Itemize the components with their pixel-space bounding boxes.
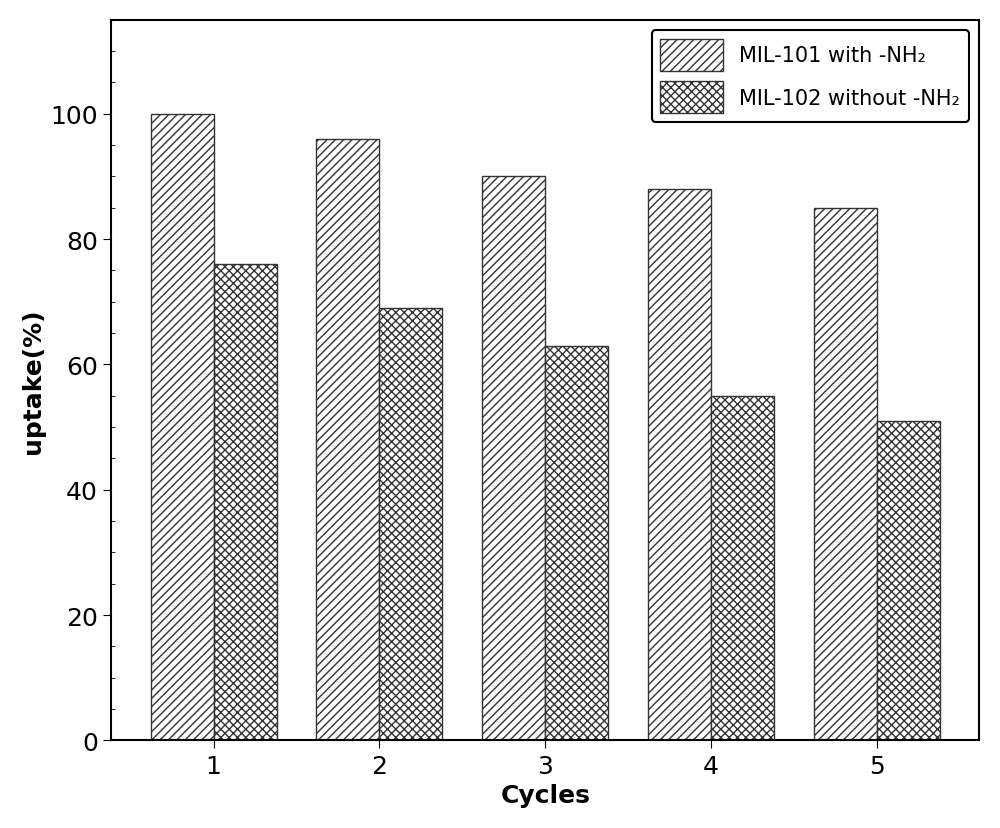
- X-axis label: Cycles: Cycles: [500, 783, 590, 807]
- Bar: [711, 397, 774, 740]
- Legend: MIL-101 with -NH₂, MIL-102 without -NH₂: MIL-101 with -NH₂, MIL-102 without -NH₂: [652, 31, 969, 123]
- Bar: [214, 265, 277, 740]
- Bar: [316, 140, 379, 740]
- Bar: [545, 346, 608, 740]
- Bar: [877, 421, 940, 740]
- Bar: [151, 115, 214, 740]
- Bar: [482, 177, 545, 740]
- Bar: [814, 209, 877, 740]
- Bar: [648, 190, 711, 740]
- Bar: [379, 309, 442, 740]
- Y-axis label: uptake(%): uptake(%): [21, 308, 45, 453]
